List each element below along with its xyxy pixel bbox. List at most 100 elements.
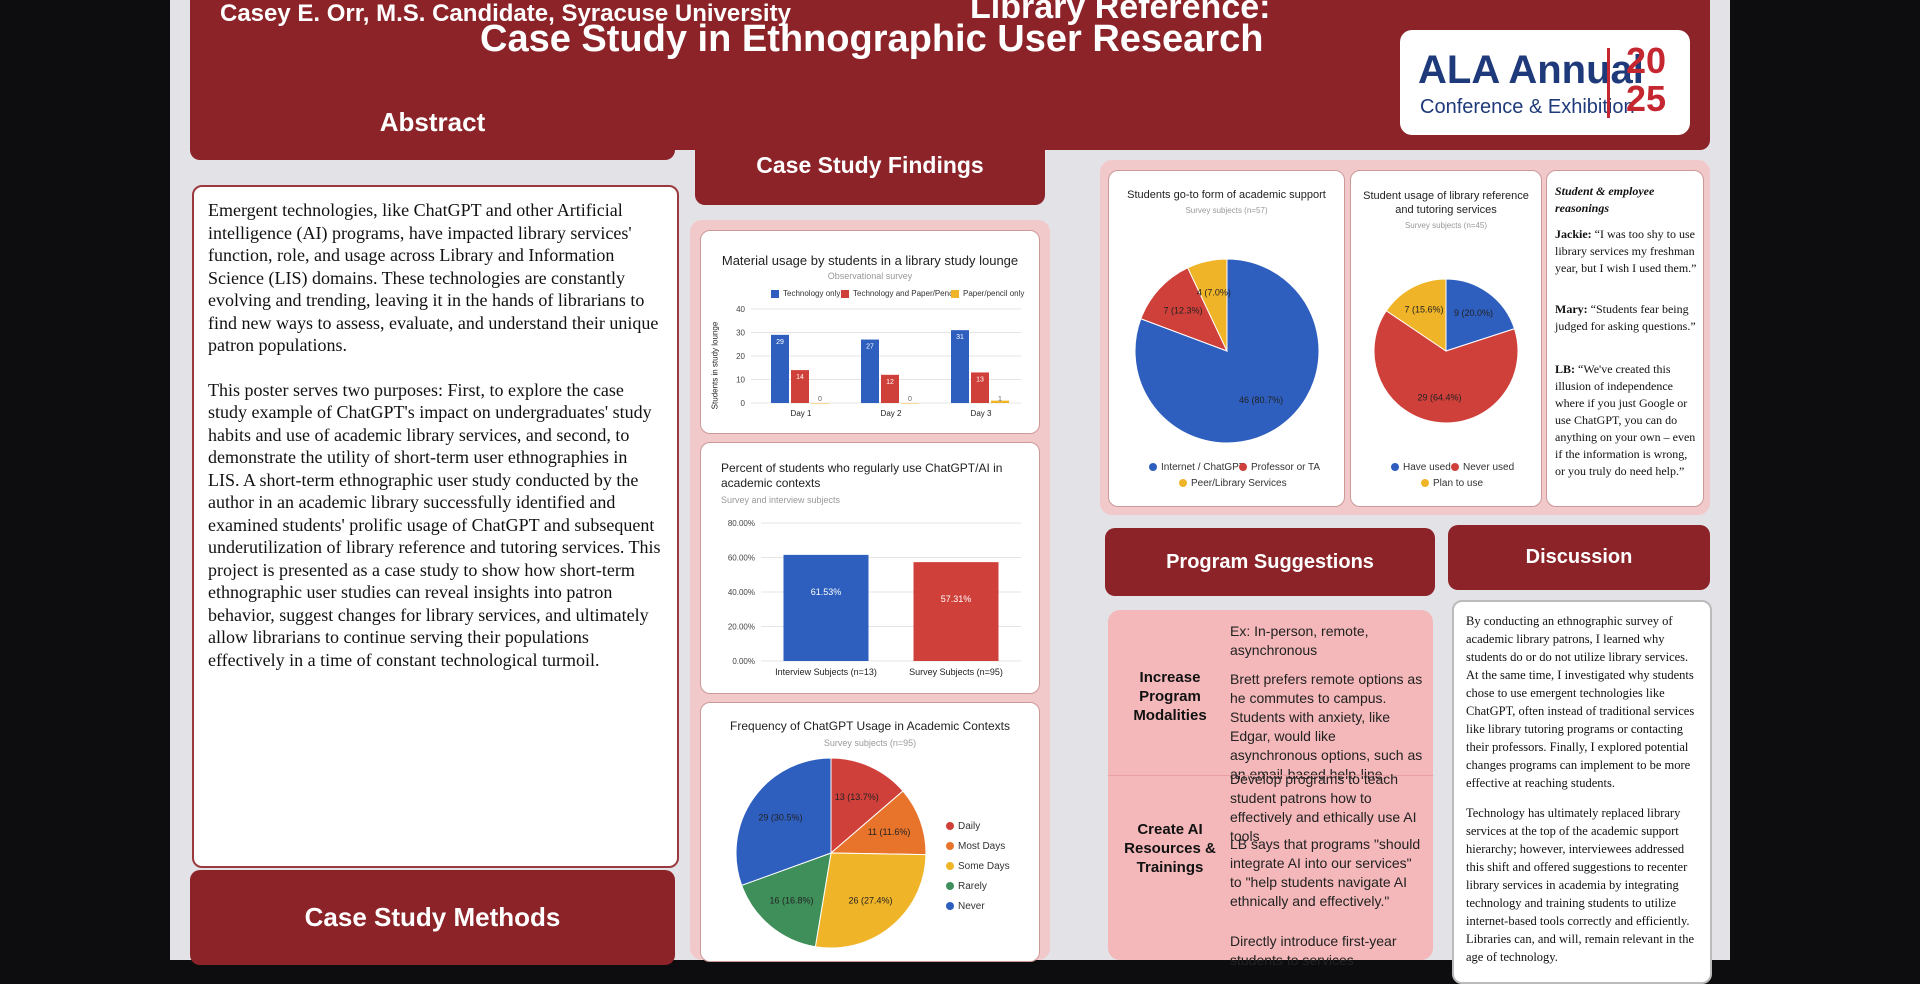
chart3-subtitle: Survey subjects (n=95) <box>823 738 917 748</box>
poster: Library Reference: Case Study in Ethnogr… <box>170 0 1730 984</box>
chart3-slice <box>829 790 927 856</box>
logo-year-top: 20 <box>1625 40 1667 81</box>
program-row2-head: Create AI Resources & Trainings <box>1124 821 1216 876</box>
chart3-title: Frequency of ChatGPT Usage in Academic C… <box>730 719 1010 733</box>
chart3-legend-item: Most Days <box>946 841 1005 852</box>
title-fragment: Library Reference: <box>970 0 1271 26</box>
chart4-legend-label: Peer/Library Services <box>1191 478 1287 489</box>
chart5-subtitle: Survey subjects (n=45) <box>1404 221 1488 230</box>
chart2-ytick: 20.00% <box>728 623 755 632</box>
chart2-ytick: 60.00% <box>728 554 755 563</box>
chart1-ytick: 0 <box>741 399 746 408</box>
chart1-bar-label: 0 <box>818 396 822 403</box>
chart3-legend-swatch <box>946 842 954 851</box>
chart1-bar-label: 1 <box>998 396 1002 403</box>
chart3-legend-item: Never <box>946 901 985 912</box>
program-row2-text3: Directly introduce first-year students t… <box>1230 933 1397 968</box>
chart1-bar <box>881 374 899 403</box>
abstract-heading: Abstract <box>190 85 675 160</box>
chart5-slice <box>1385 278 1447 352</box>
chart4-legend-item: Peer/Library Services <box>1179 478 1287 489</box>
chart2-ytick: 40.00% <box>728 588 755 597</box>
findings-card: Material usage by students in a library … <box>690 220 1050 962</box>
chart3-legend-item: Daily <box>946 821 980 832</box>
poster-title: Case Study in Ethnographic User Research <box>480 18 1264 60</box>
chart1-bar <box>951 330 969 403</box>
chart3-slice-label: 29 (30.5%) <box>758 813 802 823</box>
chart1-subtitle: Observational survey <box>827 271 913 281</box>
chart2-title: Percent of students who regularly use Ch… <box>721 461 1003 490</box>
chart3-legend-label: Daily <box>958 821 981 832</box>
logo-divider <box>1607 48 1610 118</box>
chart1-xtick: Day 2 <box>881 409 902 418</box>
quotes-heading: Student & employee reasonings <box>1555 184 1655 215</box>
chart3-svg: 13 (13.7%) 11 (11.6%) 26 (27.4%) 16 (16.8%)… <box>735 757 927 949</box>
chart5-slice-label: 29 (64.4%) <box>1417 392 1461 402</box>
chart2-bar <box>783 554 869 661</box>
chart1-legend-1: Technology only <box>771 289 840 298</box>
chart5-legend-item: Have used <box>1391 462 1451 473</box>
chart5-title: Student usage of library reference and t… <box>1363 190 1529 216</box>
chart3-slice-label: 26 (27.4%) <box>849 895 893 905</box>
chart2-svg: 0.00% 20.00% 40.00% 60.00% 80.00% 61.53% Inter… <box>728 519 1021 677</box>
chart3-slice <box>830 757 904 855</box>
chart4-slice <box>1140 267 1228 352</box>
quote-lb: LB: “We've created this illusion of inde… <box>1555 362 1696 478</box>
survey-card: Students go-to form of academic support … <box>1100 160 1710 515</box>
quote-jackie: Jackie: “I was too shy to use library se… <box>1555 227 1697 275</box>
chart5-slice-label: 9 (20.0%) <box>1454 308 1493 318</box>
chart5-legend-label: Never used <box>1463 462 1515 473</box>
chart3-legend-swatch <box>946 902 954 911</box>
chart3-slice-label: 13 (13.7%) <box>835 792 879 802</box>
chart3-legend-item: Some Days <box>946 861 1010 872</box>
chart1-bar-label: 27 <box>866 344 874 351</box>
logo-year-bottom: 25 <box>1625 78 1667 119</box>
chart1-bar <box>901 403 919 404</box>
chart5-legend-label: Have used <box>1403 462 1451 473</box>
program-row2-text2: LB says that programs "should integrate … <box>1230 836 1421 909</box>
chart2-bar-label: 61.53% <box>811 587 842 597</box>
chart4-legend-label: Internet / ChatGPT <box>1161 462 1245 473</box>
chart2-subtitle: Survey and interview subjects <box>721 495 841 505</box>
chart1-ytick: 20 <box>736 352 745 361</box>
program-divider <box>1108 775 1433 776</box>
logo-name: ALA Annual <box>1418 48 1644 92</box>
chart4-slice-label: 46 (80.7%) <box>1239 395 1283 405</box>
chart1-xtick: Day 3 <box>971 409 992 418</box>
chatgpt-percent-chart: Percent of students who regularly use Ch… <box>700 442 1040 694</box>
chart4-legend-swatch <box>1239 463 1247 472</box>
abstract-box: Emergent technologies, like ChatGPT and … <box>192 185 679 868</box>
chart5-svg: 9 (20.0%) 29 (64.4%) 7 (15.6%) <box>1373 278 1519 424</box>
chart3-slice <box>741 852 832 948</box>
chart1-ytick: 30 <box>736 329 745 338</box>
chart2-ytick: 80.00% <box>728 519 755 528</box>
chart1-bar-label: 12 <box>886 379 894 386</box>
chart3-legend-label: Some Days <box>958 861 1010 872</box>
logo-year: 20 25 <box>1616 42 1676 118</box>
chart3-slice <box>814 852 927 949</box>
chart5-legend-item: Never used <box>1451 462 1514 473</box>
findings-heading: Case Study Findings <box>695 125 1045 205</box>
chart1-title: Material usage by students in a library … <box>721 253 1019 268</box>
chart1-ytick: 40 <box>736 305 745 314</box>
material-usage-chart: Material usage by students in a library … <box>700 230 1040 434</box>
chart4-title: Students go-to form of academic support <box>1127 189 1326 201</box>
chart5-slice <box>1373 310 1519 424</box>
program-card: Ex: In-person, remote, asynchronous Incr… <box>1108 610 1433 968</box>
chart2-bar <box>913 562 999 661</box>
methods-heading: Case Study Methods <box>190 870 675 965</box>
discussion-para-2: Technology has ultimately replaced libra… <box>1466 806 1695 964</box>
chart1-bar-label: 0 <box>908 396 912 403</box>
chart3-legend-item: Rarely <box>946 881 987 892</box>
chart1-bar-label: 14 <box>796 374 804 381</box>
logo-subtitle: Conference & Exhibition <box>1420 96 1635 118</box>
poster-header: Library Reference: Case Study in Ethnogr… <box>190 0 1710 150</box>
chart5-legend-swatch <box>1391 463 1399 472</box>
chart4-legend-swatch <box>1179 479 1187 488</box>
chart4-svg: 46 (80.7%) 7 (12.3%) 4 (7.0%) <box>1134 258 1320 444</box>
chart4-legend-item: Internet / ChatGPT <box>1149 462 1245 473</box>
library-usage-chart: Student usage of library reference and t… <box>1350 170 1542 507</box>
chart2-ytick: 0.00% <box>732 657 755 666</box>
chart1-bar <box>771 334 789 403</box>
chart1-bar-label: 13 <box>976 376 984 383</box>
